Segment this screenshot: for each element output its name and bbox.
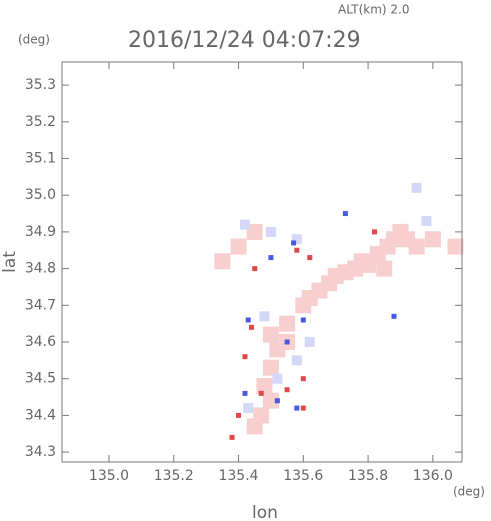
x-unit: (deg)	[453, 485, 485, 499]
radar-echo	[230, 238, 247, 255]
radar-echo	[300, 317, 306, 323]
radar-echo	[274, 398, 280, 404]
radar-echo	[284, 387, 290, 393]
radar-echo	[342, 211, 348, 217]
radar-echo	[239, 219, 250, 230]
radar-echo	[256, 378, 273, 395]
radar-echo	[279, 315, 296, 332]
y-tick-label: 35.0	[25, 187, 56, 203]
y-axis-title: lat	[0, 251, 20, 273]
altitude-label: ALT(km) 2.0	[338, 3, 409, 17]
radar-echo	[291, 240, 297, 246]
radar-echo	[262, 359, 279, 376]
radar-echo	[272, 373, 283, 384]
radar-echo	[243, 403, 254, 414]
radar-echo	[242, 354, 248, 360]
radar-echo	[259, 311, 270, 322]
y-tick-label: 35.2	[25, 114, 56, 130]
radar-echo	[242, 390, 248, 396]
y-unit: (deg)	[18, 33, 50, 47]
plot-frame	[61, 61, 463, 463]
radar-echo	[391, 313, 397, 319]
x-tick-label: 135.8	[348, 468, 388, 484]
radar-echo	[291, 355, 302, 366]
radar-echo	[300, 376, 306, 382]
radar-echo	[300, 405, 306, 411]
y-tick-label: 34.7	[25, 297, 56, 313]
radar-echo	[307, 255, 313, 261]
radar-echo	[291, 234, 302, 245]
y-tick-label: 34.6	[25, 334, 56, 350]
radar-echo	[294, 405, 300, 411]
radar-echo	[284, 339, 290, 345]
radar-echo	[411, 182, 422, 193]
y-tick-label: 35.3	[25, 77, 56, 93]
radar-echo	[447, 238, 464, 255]
radar-echo	[252, 266, 258, 272]
radar-echo	[421, 215, 432, 226]
y-tick-label: 34.9	[25, 224, 56, 240]
radar-echo	[295, 297, 312, 314]
radar-echo	[248, 324, 254, 330]
y-tick-label: 34.3	[25, 444, 56, 460]
radar-echo	[246, 223, 263, 240]
y-tick-label: 34.4	[25, 407, 56, 423]
radar-echo	[236, 412, 242, 418]
radar-echo	[408, 238, 425, 255]
radar-echo	[376, 260, 393, 277]
radar-echo	[262, 326, 279, 343]
x-tick-label: 136.0	[413, 468, 453, 484]
radar-echo	[424, 231, 441, 248]
x-tick-label: 135.4	[218, 468, 258, 484]
radar-echo	[229, 434, 235, 440]
radar-echo	[304, 337, 315, 347]
radar-echo	[268, 255, 274, 261]
radar-echo	[294, 247, 300, 253]
radar-echo	[265, 226, 276, 237]
x-tick-label: 135.0	[89, 468, 129, 484]
y-tick-label: 34.5	[25, 371, 56, 387]
radar-echo	[214, 253, 231, 270]
radar-echo	[258, 390, 264, 396]
x-tick-label: 135.6	[283, 468, 323, 484]
radar-echo	[245, 317, 251, 323]
y-tick-label: 34.8	[25, 261, 56, 277]
x-tick-label: 135.2	[154, 468, 194, 484]
radar-echo	[262, 392, 279, 409]
chart-title: 2016/12/24 04:07:29	[128, 28, 361, 53]
y-tick-label: 35.1	[25, 151, 56, 167]
radar-echo	[372, 229, 378, 235]
x-axis-title: lon	[252, 503, 278, 521]
radar-echo	[246, 418, 263, 435]
